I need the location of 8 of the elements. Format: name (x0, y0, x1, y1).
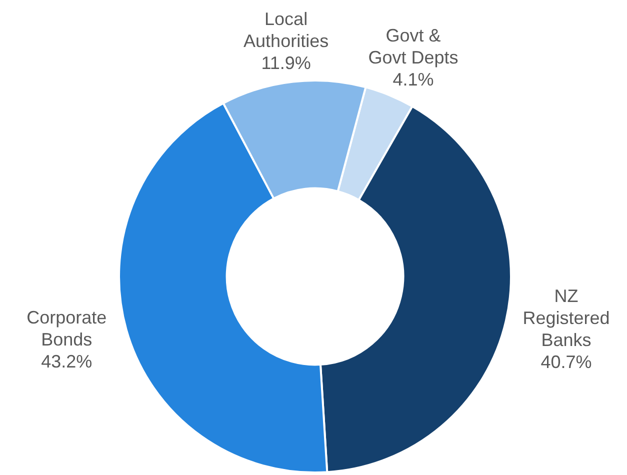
slice-label: Govt & Govt Depts (368, 25, 458, 68)
data-label: 40.7% (540, 352, 592, 372)
slice-label: NZ Registered Banks (522, 286, 610, 350)
slice-label: Local Authorities (244, 8, 329, 51)
data-label: 11.9% (261, 52, 311, 73)
data-label: 4.1% (392, 69, 434, 90)
data-label: 43.2% (41, 351, 92, 372)
slice-label: Corporate Bonds (26, 307, 107, 350)
